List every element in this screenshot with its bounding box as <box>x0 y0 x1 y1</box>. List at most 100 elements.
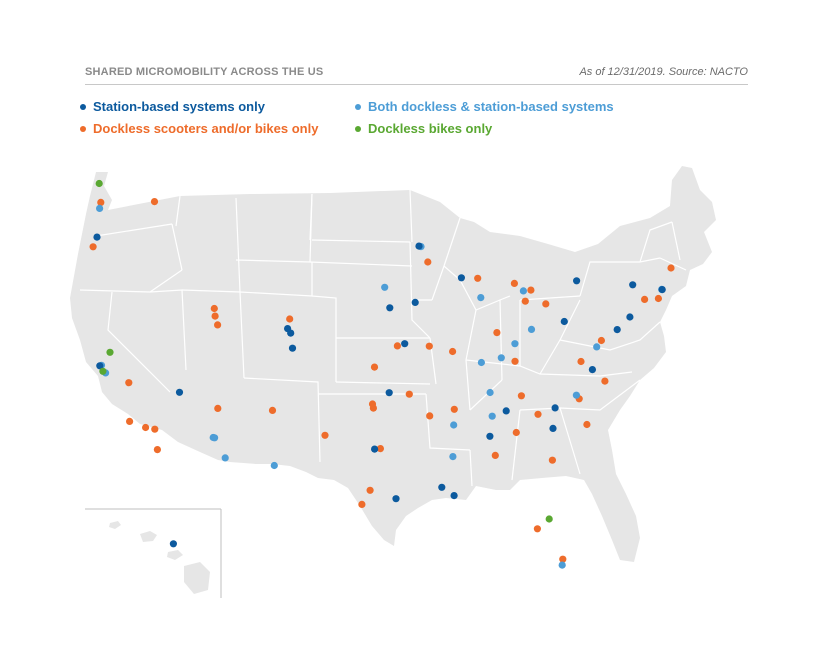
state-border-line <box>311 295 337 382</box>
city-marker-station <box>613 326 621 334</box>
city-marker-dockless <box>321 431 329 439</box>
map-title: SHARED MICROMOBILITY ACROSS THE US <box>85 66 324 78</box>
city-marker-dockless <box>366 486 374 494</box>
city-marker-station <box>486 432 494 440</box>
city-marker-dockless <box>405 390 413 398</box>
city-marker-both <box>593 343 601 351</box>
city-marker-both <box>527 325 536 333</box>
city-marker-both <box>488 412 496 420</box>
state-border-line <box>107 291 171 393</box>
legend-station-based: Station-based systems only <box>80 99 265 114</box>
state-border-line <box>443 217 461 267</box>
city-marker-dockless <box>512 428 520 437</box>
city-marker-both <box>477 294 485 302</box>
city-marker-both <box>558 561 566 569</box>
hawaii-island-kauai <box>109 521 121 529</box>
city-marker-station <box>502 407 510 415</box>
state-border-line <box>671 221 681 261</box>
city-marker-station <box>175 388 184 396</box>
city-marker-dockless <box>597 336 606 345</box>
city-marker-dockless <box>527 286 535 294</box>
city-marker-dockless <box>142 423 150 432</box>
legend-both: Both dockless & station-based systems <box>355 99 614 114</box>
state-border-line <box>243 377 321 463</box>
city-marker-dockless <box>210 304 218 313</box>
state-border-line <box>599 371 633 377</box>
city-marker-station <box>551 404 559 412</box>
michigan-upper-peninsula <box>470 236 528 252</box>
city-marker-dockless <box>376 445 384 453</box>
city-marker-dockless <box>393 342 401 350</box>
city-marker-dockless <box>493 329 501 337</box>
city-marker-dockless <box>521 297 529 305</box>
city-marker-station <box>415 242 423 250</box>
legend-dot-both-icon <box>355 103 361 110</box>
city-marker-bikes <box>106 348 114 356</box>
city-marker-station <box>288 344 297 352</box>
city-marker-bikes <box>545 515 553 523</box>
state-border-line <box>309 261 413 267</box>
city-marker-dockless <box>126 417 134 425</box>
city-marker-both <box>519 287 528 295</box>
city-marker-station <box>588 366 597 374</box>
city-marker-station <box>93 233 101 241</box>
city-marker-dockless <box>517 392 526 400</box>
state-border-line <box>465 359 601 377</box>
city-marker-dockless <box>559 555 567 563</box>
state-border-line <box>559 379 641 411</box>
city-markers <box>89 179 675 569</box>
state-border-line <box>309 193 313 241</box>
city-marker-dockless <box>369 404 377 412</box>
city-marker-both <box>270 461 278 470</box>
legend-label: Dockless bikes only <box>368 121 493 136</box>
city-marker-station <box>457 274 465 282</box>
city-marker-both <box>497 354 505 362</box>
city-marker-station <box>549 424 557 432</box>
state-border-line <box>311 239 411 243</box>
city-marker-dockless <box>426 412 434 420</box>
city-marker-dockless <box>151 425 159 433</box>
chart-header: SHARED MICROMOBILITY ACROSS THE US As of… <box>85 60 748 85</box>
city-marker-station <box>438 483 446 491</box>
city-marker-dockless <box>214 404 222 412</box>
city-marker-station <box>658 286 666 294</box>
hawaii-island-maui <box>167 550 183 560</box>
state-border-line <box>171 223 183 271</box>
city-marker-dockless <box>97 198 105 206</box>
city-marker-station <box>371 445 379 453</box>
city-marker-dockless <box>153 446 161 454</box>
legend-dot-dockless-icon <box>80 125 86 132</box>
city-marker-dockless <box>449 347 457 356</box>
city-marker-dockless <box>268 406 277 414</box>
hawaii-island-big <box>184 562 210 594</box>
city-marker-dockless <box>667 264 675 272</box>
legend-dot-station-icon <box>80 103 86 110</box>
city-marker-both <box>511 340 519 348</box>
state-border-line <box>579 257 661 297</box>
city-marker-bikes <box>99 367 107 375</box>
city-marker-station <box>96 362 104 370</box>
city-marker-dockless <box>286 315 294 323</box>
city-marker-both <box>486 388 494 397</box>
state-border-line <box>511 409 521 481</box>
city-marker-dockless <box>150 198 159 206</box>
city-marker-station <box>401 340 409 348</box>
city-marker-bikes <box>95 179 103 188</box>
state-border-line <box>409 241 431 339</box>
legend-label: Both dockless & station-based systems <box>368 99 614 114</box>
legend-label: Station-based systems only <box>93 99 265 114</box>
city-marker-both <box>449 453 457 461</box>
legend-dockless: Dockless scooters and/or bikes only <box>80 121 318 136</box>
state-border-line <box>519 295 581 301</box>
city-marker-dockless <box>358 500 366 508</box>
city-marker-station <box>450 492 458 500</box>
city-marker-dockless <box>542 300 550 308</box>
city-marker-both <box>221 454 229 462</box>
city-marker-both <box>450 421 458 429</box>
city-marker-both <box>572 391 581 399</box>
hawaii-inset <box>85 508 222 598</box>
state-border-line <box>409 189 413 243</box>
city-marker-dockless <box>601 377 609 385</box>
state-border-line <box>469 379 503 411</box>
